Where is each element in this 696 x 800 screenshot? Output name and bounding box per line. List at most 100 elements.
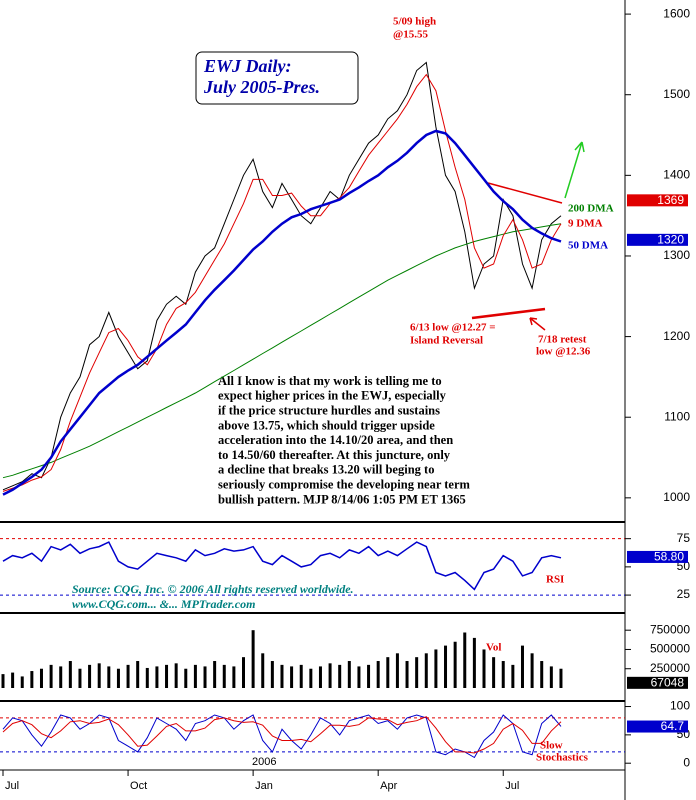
bar [59,666,63,688]
y-tick-label: 250000 [650,661,690,675]
bar [242,657,245,688]
bar [222,664,226,688]
bar [136,661,140,688]
bar [280,664,284,688]
bar [203,666,207,688]
bar [328,663,332,688]
year-label: 2006 [252,756,276,768]
x-tick-label: Jul [505,780,519,792]
y-tick-label: 1500 [663,87,690,101]
panel-title: RSI [546,574,564,586]
source-note: Source: CQG, Inc. © 2006 All rights rese… [72,582,354,596]
bar [193,664,197,688]
commentary-line: bullish pattern. MJP 8/14/06 1:05 PM ET … [218,492,466,506]
y-tick-label: 750000 [650,622,690,636]
y-tick-label: 0 [683,755,690,769]
y-tick-label: 1200 [663,329,690,343]
bar [270,661,274,688]
commentary-line: if the price structure hurdles and susta… [218,403,440,417]
pointer-arrow [529,317,546,331]
bar [30,671,34,688]
panel-title: Stochastics [536,752,589,764]
bar [232,666,236,688]
series-line [2,129,562,496]
bar [492,657,496,688]
source-note: www.CQG.com... &... MPTrader.com [72,597,255,611]
bar [511,664,515,688]
commentary-line: above 13.75, which should trigger upside [218,418,435,432]
bar [453,641,457,688]
panel-title: Slow [540,740,563,752]
bar [347,661,351,688]
bar [49,664,53,688]
commentary-line: expect higher prices in the EWJ, especia… [218,389,447,403]
bar [395,653,399,688]
annotation: Island Reversal [410,335,483,347]
bar [174,663,178,688]
bar [386,657,390,688]
bar [501,661,505,688]
y-tick-label: 25 [677,587,691,601]
y-tick-label: 1100 [664,409,690,423]
commentary-line: acceleration into the 14.10/20 area, and… [218,433,453,447]
bar [338,664,342,688]
bar [88,664,92,688]
commentary-line: seriously compromise the developing near… [218,477,471,491]
bar [290,666,294,688]
last-value-box [627,194,688,207]
series-line [2,716,562,754]
annotation: low @12.36 [536,346,591,358]
bar [530,653,534,688]
commentary-line: All I know is that my work is telling me… [218,374,442,388]
bar [97,663,101,688]
title-box [195,51,359,105]
bar [68,661,72,688]
bar [251,630,255,688]
series-label: 50 DMA [568,240,608,252]
bar [549,666,553,688]
series-line [2,223,562,479]
bar [126,664,130,688]
last-value-label: 1320 [657,233,684,247]
bar [261,653,265,688]
chart-title: July 2005-Pres. [203,77,320,97]
series-line [2,714,562,759]
bar [78,668,82,688]
series-line [2,73,562,492]
y-tick-label: 1400 [663,168,690,182]
last-value-label: 67048 [651,676,685,690]
bar [357,666,361,688]
bar [184,668,188,688]
bar [155,666,159,688]
bar [165,664,169,688]
trend-line [471,307,546,320]
y-tick-label: 1600 [663,6,690,20]
projection-arrow [564,141,585,199]
commentary-line: to 14.50/60 thereafter. At this juncture… [218,448,451,462]
panel-title: Vol [486,642,502,654]
bar [424,653,428,688]
last-value-box [627,233,688,246]
bar [540,661,544,688]
annotation: 7/18 retest [538,334,587,346]
x-tick-label: Jul [5,780,19,792]
bar [20,676,24,688]
bar [444,645,448,688]
bar [1,674,5,688]
bar [318,666,322,688]
bar [405,661,409,688]
bar [482,649,486,688]
last-value-box [627,676,688,689]
x-tick-label: Apr [380,780,397,792]
chart-title: EWJ Daily: [203,56,292,76]
bar [415,657,419,688]
x-tick-label: Jan [255,780,273,792]
bar [367,664,371,688]
last-value-label: 58.80 [654,550,684,564]
bar [309,668,313,688]
annotation: @15.55 [393,29,428,41]
series-label: 9 DMA [568,218,603,230]
bar [434,649,438,688]
y-tick-label: 75 [677,531,691,545]
